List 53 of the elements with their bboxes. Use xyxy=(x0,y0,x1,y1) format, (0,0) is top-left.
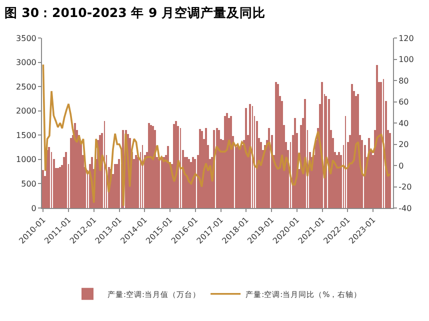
y-tick-label: 0 xyxy=(31,204,36,213)
y-tick-label: 500 xyxy=(21,180,36,189)
bar xyxy=(230,116,232,208)
bar xyxy=(351,84,353,208)
bar xyxy=(161,157,163,208)
bar xyxy=(48,147,50,208)
bar xyxy=(268,128,270,208)
bar xyxy=(42,170,44,208)
bar xyxy=(245,108,247,208)
y2-tick-label: 100 xyxy=(398,55,414,64)
y-tick-label: 2500 xyxy=(16,82,36,92)
bar xyxy=(376,65,378,208)
bar xyxy=(357,94,359,208)
line-series xyxy=(42,64,391,207)
bar xyxy=(328,99,330,208)
bar xyxy=(70,138,72,208)
bar xyxy=(224,116,226,208)
bar xyxy=(294,118,296,208)
bar xyxy=(173,124,175,208)
bar xyxy=(114,164,116,208)
bar xyxy=(192,157,194,208)
y2-tick-label: -40 xyxy=(398,204,412,213)
y2-tick-label: 80 xyxy=(398,76,409,86)
bar xyxy=(65,152,67,208)
bar xyxy=(158,159,160,208)
y-tick-label: 1500 xyxy=(16,130,36,140)
chart-title: 图 30：2010-2023 年 9 月空调产量及同比 xyxy=(4,4,266,20)
bar xyxy=(175,121,177,208)
bar xyxy=(118,159,120,208)
bar xyxy=(188,159,190,208)
bar xyxy=(216,128,218,208)
y2-tick-label: 60 xyxy=(398,98,409,107)
y2-tick-label: 40 xyxy=(398,118,409,128)
bar xyxy=(380,82,382,208)
bar xyxy=(368,138,370,208)
bar xyxy=(205,128,207,208)
bar xyxy=(186,157,188,208)
bar xyxy=(260,142,262,208)
y2-tick-label: -20 xyxy=(398,182,412,192)
bar xyxy=(275,82,277,208)
bar xyxy=(148,123,150,208)
bar xyxy=(389,133,391,208)
y-tick-label: 1000 xyxy=(16,155,36,164)
y-tick-label: 3500 xyxy=(16,34,36,43)
bar xyxy=(194,159,196,208)
bar xyxy=(154,130,156,208)
y2-tick-label: 0 xyxy=(398,161,404,170)
y2-tick-label: 120 xyxy=(398,34,414,43)
y-tick-label: 2000 xyxy=(16,106,36,116)
bar xyxy=(249,104,251,208)
y-tick-label: 3000 xyxy=(16,58,36,68)
bar xyxy=(167,146,169,208)
y2-tick-label: 20 xyxy=(398,140,409,150)
